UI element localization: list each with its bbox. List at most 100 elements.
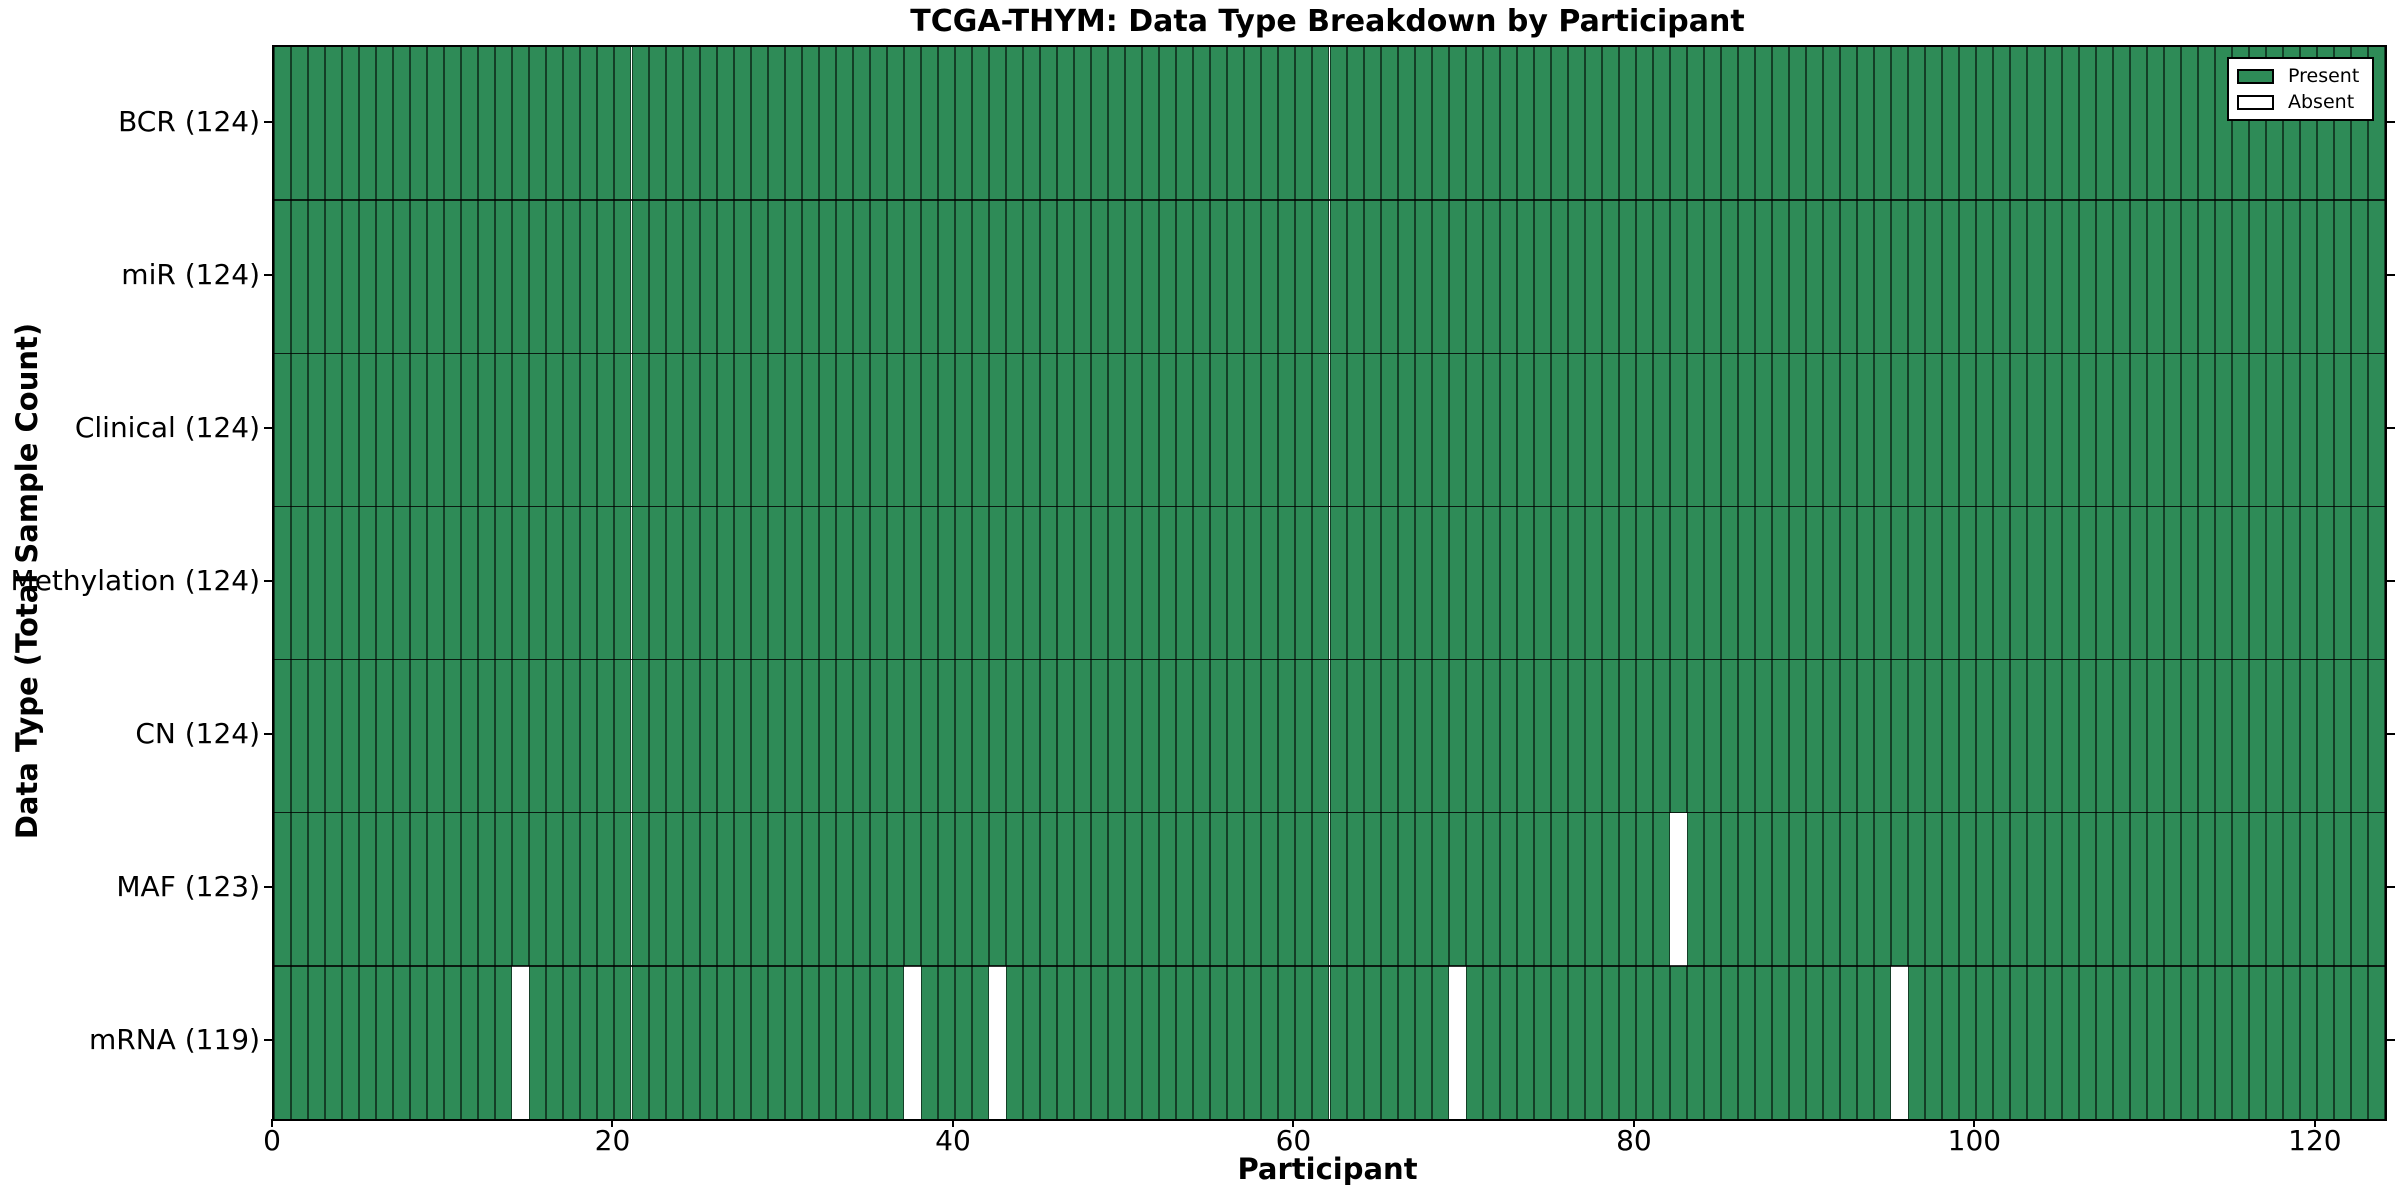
present-bar (1533, 965, 1551, 1119)
present-bar (1397, 812, 1415, 966)
present-bar (597, 812, 615, 966)
present-bar (1584, 812, 1602, 966)
present-bar (546, 200, 564, 354)
y-tick-right (2387, 1039, 2395, 1042)
present-bar (937, 200, 955, 354)
x-tick (2313, 1119, 2316, 1127)
present-bar (1908, 47, 1926, 201)
present-bar (1448, 506, 1466, 660)
present-bar (1244, 506, 1262, 660)
y-tick-label: miR (124) (121, 257, 260, 291)
present-bar (2350, 506, 2368, 660)
present-bar (2112, 47, 2130, 201)
present-bar (920, 506, 938, 660)
present-bar (852, 506, 870, 660)
present-bar (2078, 659, 2096, 813)
present-bar (716, 659, 734, 813)
present-bar (903, 200, 921, 354)
present-bar (274, 506, 292, 660)
present-bar (1533, 812, 1551, 966)
present-bar (1669, 200, 1687, 354)
present-bar (1312, 965, 1330, 1119)
present-bar (2044, 200, 2062, 354)
present-bar (1857, 812, 1875, 966)
present-bar (580, 659, 598, 813)
present-bar (971, 812, 989, 966)
present-bar (1652, 353, 1670, 507)
present-bar (1635, 965, 1653, 1119)
y-tick-left (264, 1039, 272, 1042)
present-bar (1125, 353, 1143, 507)
present-bar (1380, 965, 1398, 1119)
present-bar (2095, 47, 2113, 201)
present-bar (1687, 965, 1705, 1119)
present-bar (1091, 659, 1109, 813)
present-bar (1721, 965, 1739, 1119)
present-bar (1635, 47, 1653, 201)
present-bar (614, 965, 632, 1119)
present-bar (1669, 965, 1687, 1119)
present-bar (1584, 506, 1602, 660)
present-bar (733, 200, 751, 354)
legend-present-label: Present (2288, 65, 2360, 87)
present-bar (1006, 47, 1024, 201)
present-bar (784, 200, 802, 354)
present-bar (1652, 812, 1670, 966)
present-bar (852, 200, 870, 354)
y-tick-left (264, 273, 272, 276)
present-bar (1601, 200, 1619, 354)
present-bar (1244, 965, 1262, 1119)
present-bar (1874, 965, 1892, 1119)
present-bar (512, 353, 530, 507)
x-axis-label: Participant (1237, 1152, 1418, 1186)
present-bar (2248, 200, 2266, 354)
present-bar (1227, 200, 1245, 354)
present-bar (852, 965, 870, 1119)
present-bar (971, 200, 989, 354)
present-bar (546, 353, 564, 507)
present-bar (1210, 200, 1228, 354)
plot-area (272, 45, 2387, 1121)
present-bar (2095, 353, 2113, 507)
present-bar (750, 506, 768, 660)
present-bar (1959, 812, 1977, 966)
present-bar (359, 353, 377, 507)
present-bar (2061, 200, 2079, 354)
present-bar (631, 353, 649, 507)
present-bar (1806, 659, 1824, 813)
present-bar (2299, 659, 2317, 813)
present-bar (2350, 200, 2368, 354)
present-bar (2282, 965, 2300, 1119)
present-bar (2112, 659, 2130, 813)
present-bar (818, 506, 836, 660)
present-bar (274, 200, 292, 354)
present-bar (801, 353, 819, 507)
present-bar (1210, 506, 1228, 660)
present-bar (1125, 47, 1143, 201)
present-bar (1755, 47, 1773, 201)
present-bar (733, 506, 751, 660)
present-bar (1857, 47, 1875, 201)
present-bar (461, 659, 479, 813)
present-bar (1499, 353, 1517, 507)
present-bar (631, 47, 649, 201)
present-bar (1278, 965, 1296, 1119)
present-bar (2146, 965, 2164, 1119)
present-bar (427, 506, 445, 660)
present-bar (291, 812, 309, 966)
present-bar (1823, 200, 1841, 354)
present-bar (1584, 47, 1602, 201)
present-bar (410, 47, 428, 201)
present-bar (1244, 353, 1262, 507)
present-bar (1516, 659, 1534, 813)
present-bar (614, 812, 632, 966)
data-row-CN (274, 659, 2385, 813)
present-bar (750, 659, 768, 813)
present-bar (2027, 353, 2045, 507)
present-bar (2367, 200, 2385, 354)
present-bar (1601, 659, 1619, 813)
present-bar (2180, 659, 2198, 813)
present-bar (1925, 659, 1943, 813)
present-bar (1959, 659, 1977, 813)
